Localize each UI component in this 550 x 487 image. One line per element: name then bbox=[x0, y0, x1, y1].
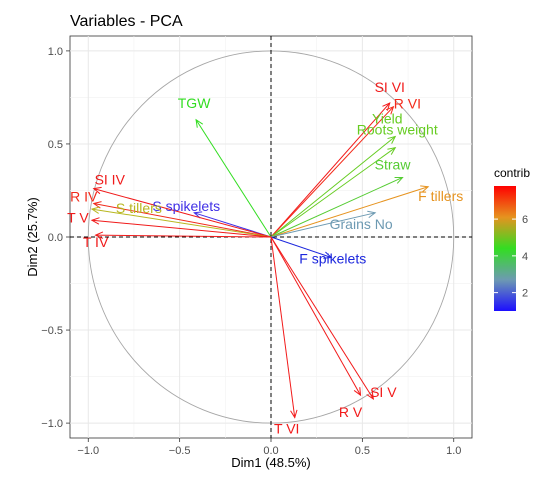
arrowhead-s-tillers bbox=[90, 206, 100, 214]
legend-tick-label: 6 bbox=[522, 214, 528, 226]
chart-title: Variables - PCA bbox=[70, 13, 183, 30]
legend: contrib 2 4 6 bbox=[494, 166, 530, 311]
y-axis-ticks: −1.0 −0.5 0.0 0.5 1.0 bbox=[41, 46, 70, 430]
x-axis-label: Dim1 (48.5%) bbox=[231, 455, 310, 470]
label-t-vi: T VI bbox=[274, 421, 299, 437]
label-r-v: R V bbox=[339, 404, 363, 420]
arrowhead-grains-no bbox=[367, 210, 377, 219]
reference-lines bbox=[70, 36, 472, 438]
label-si-iv: SI IV bbox=[95, 172, 126, 188]
y-axis-label: Dim2 (25.7%) bbox=[25, 197, 40, 276]
label-t-iv: T IV bbox=[83, 234, 109, 250]
legend-ticks: 2 4 6 bbox=[494, 214, 528, 300]
label-s-spikelets: S spikelets bbox=[152, 198, 220, 214]
arrowhead-si-vi bbox=[382, 102, 391, 111]
x-tick-label: 0.5 bbox=[355, 445, 370, 457]
label-si-v: SI V bbox=[370, 384, 397, 400]
arrowhead-si-iv bbox=[92, 186, 102, 195]
legend-title: contrib bbox=[494, 166, 530, 180]
arrow-straw bbox=[270, 176, 403, 238]
legend-tick-label: 2 bbox=[522, 288, 528, 300]
arrowhead-s-spikelets bbox=[193, 211, 203, 219]
arrow-t-vi bbox=[270, 236, 296, 418]
arrow-tgw bbox=[195, 119, 272, 238]
label-r-iv: R IV bbox=[70, 189, 98, 205]
legend-colorbar bbox=[494, 186, 516, 311]
label-si-vi: SI VI bbox=[375, 79, 405, 95]
y-tick-label: 0.5 bbox=[48, 139, 63, 151]
arrow-r-v bbox=[270, 236, 361, 396]
arrowhead-r-iv bbox=[92, 201, 102, 209]
arrowhead-t-v bbox=[90, 217, 100, 225]
x-tick-label: −1.0 bbox=[77, 445, 99, 457]
arrowhead-r-vi bbox=[385, 105, 395, 115]
arrowhead-yield bbox=[387, 135, 397, 144]
arrow-grains-no bbox=[270, 212, 376, 238]
label-yield: Yield bbox=[372, 111, 403, 127]
x-tick-label: −0.5 bbox=[169, 445, 191, 457]
arrowhead-straw bbox=[394, 176, 404, 184]
x-tick-label: 1.0 bbox=[446, 445, 461, 457]
arrow-s-tillers bbox=[91, 208, 272, 238]
label-r-vi: R VI bbox=[394, 96, 421, 112]
label-tgw: TGW bbox=[178, 95, 211, 111]
arrow-si-vi bbox=[270, 102, 391, 238]
arrowhead-roots-weight bbox=[387, 146, 397, 155]
label-f-spikelets: F spikelets bbox=[299, 250, 366, 266]
arrow-r-iv bbox=[93, 203, 272, 238]
arrow-r-vi bbox=[270, 106, 394, 238]
arrowhead-tgw bbox=[195, 118, 204, 128]
arrow-si-iv bbox=[93, 188, 272, 238]
arrowhead-t-vi bbox=[290, 409, 298, 419]
arrow-roots-weight bbox=[270, 147, 396, 238]
label-t-v: T V bbox=[67, 209, 89, 225]
arrow-t-v bbox=[91, 219, 272, 238]
arrow-s-spikelets bbox=[194, 212, 272, 238]
arrow-yield bbox=[270, 136, 396, 238]
arrow-f-spikelets bbox=[270, 236, 332, 258]
arrowhead-si-v bbox=[366, 390, 374, 400]
label-f-tillers: F tillers bbox=[418, 188, 463, 204]
label-roots-weight: Roots weight bbox=[357, 122, 438, 138]
arrowhead-f-tillers bbox=[420, 185, 430, 193]
y-tick-label: 0.0 bbox=[48, 232, 63, 244]
label-s-tillers: S tillers bbox=[116, 200, 162, 216]
arrowhead-f-spikelets bbox=[323, 251, 333, 259]
y-tick-label: 1.0 bbox=[48, 46, 63, 58]
variable-arrows bbox=[90, 102, 430, 419]
legend-tick-label: 4 bbox=[522, 251, 528, 263]
x-tick-label: 0.0 bbox=[263, 445, 278, 457]
arrow-t-iv bbox=[95, 234, 272, 238]
arrow-si-v bbox=[270, 236, 374, 400]
label-straw: Straw bbox=[375, 156, 412, 172]
y-tick-label: −1.0 bbox=[41, 418, 63, 430]
arrowhead-t-iv bbox=[94, 231, 104, 239]
arrow-f-tillers bbox=[270, 186, 429, 238]
y-tick-label: −0.5 bbox=[41, 325, 63, 337]
label-grains-no: Grains No bbox=[330, 216, 393, 232]
x-axis-ticks: −1.0 −0.5 0.0 0.5 1.0 bbox=[77, 438, 461, 457]
arrowhead-r-v bbox=[353, 387, 362, 397]
